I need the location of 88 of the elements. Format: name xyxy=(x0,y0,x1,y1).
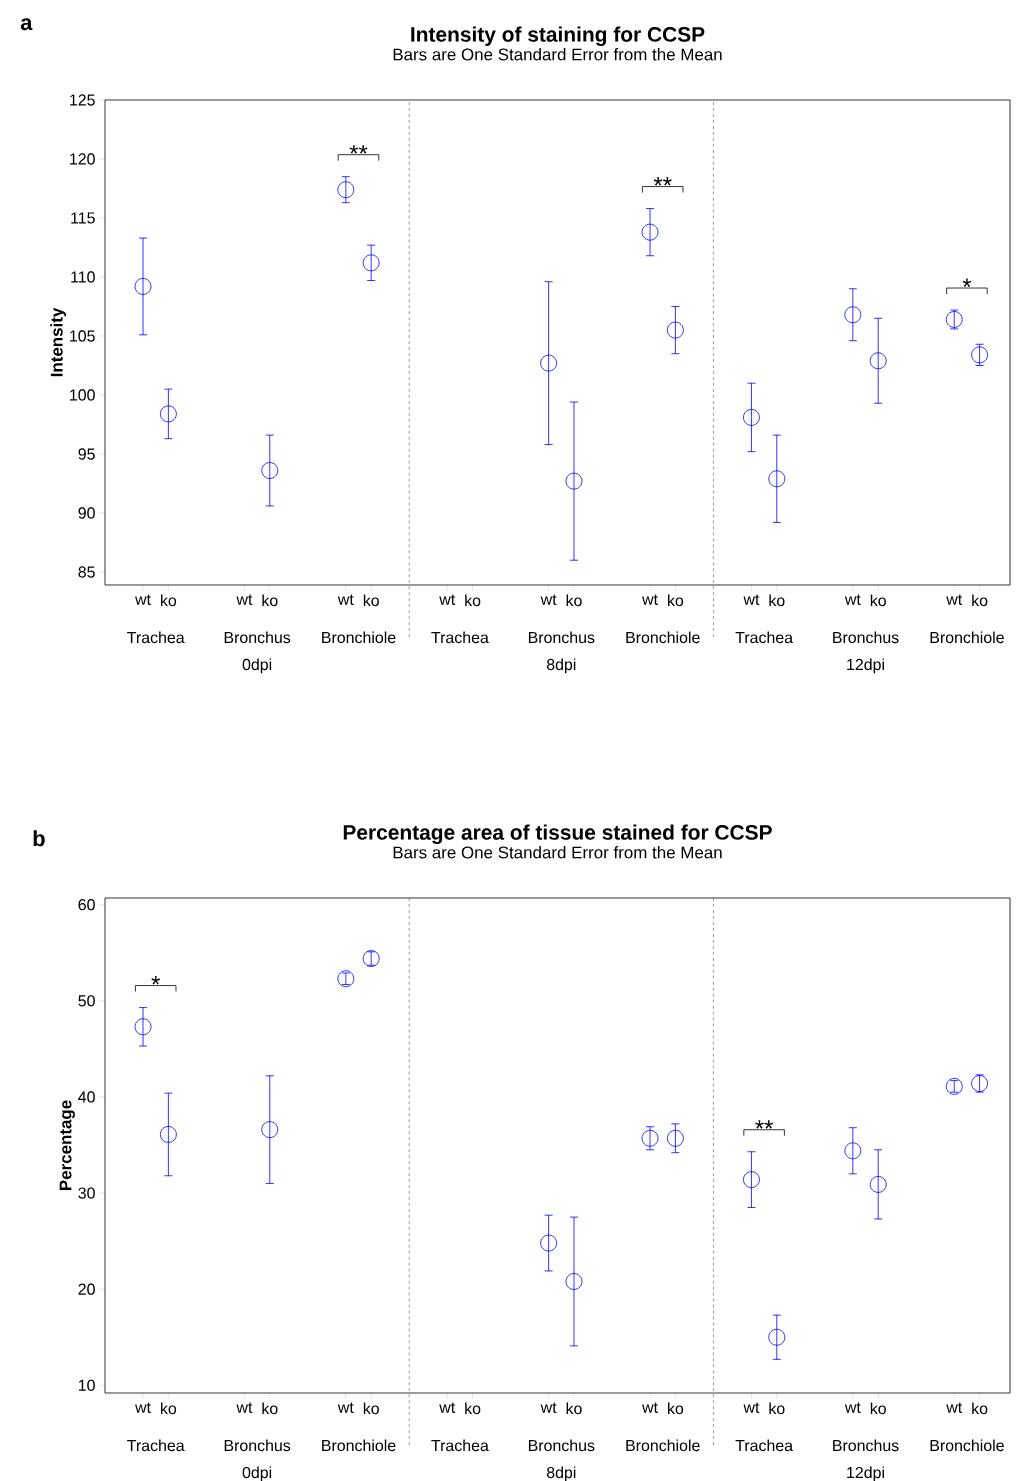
text: Bronchus xyxy=(528,631,595,644)
x-tick-label: wt xyxy=(337,1402,354,1413)
chart-subtitle: Bars are One Standard Error from the Mean xyxy=(393,846,722,859)
x-tick-label: wt xyxy=(236,1402,253,1413)
x-tick-label: ko xyxy=(161,594,177,607)
y-tick-label: 85 xyxy=(78,566,95,578)
text: Trachea xyxy=(431,631,489,644)
text: b xyxy=(33,830,45,847)
x-tick-label: ko xyxy=(769,594,785,607)
x-tick-label: ko xyxy=(769,1402,785,1415)
text: Bronchus xyxy=(528,1439,595,1452)
text: Bronchiole xyxy=(930,631,1004,644)
y-tick-label: 110 xyxy=(71,271,95,283)
y-axis-title: Intensity xyxy=(50,307,67,377)
y-tick-label: 105 xyxy=(70,330,95,342)
text: Trachea xyxy=(127,1439,185,1452)
x-tick-label: wt xyxy=(135,594,151,605)
x-tick-label: ko xyxy=(668,594,684,607)
text: 12dpi xyxy=(847,1466,884,1481)
x-tick-label: ko xyxy=(465,1402,481,1415)
x-tick-label: wt xyxy=(844,1402,861,1413)
y-tick-label: 50 xyxy=(78,995,95,1007)
text: Trachea xyxy=(735,631,794,644)
annotation: ** xyxy=(349,145,368,154)
x-tick-label: wt xyxy=(540,594,557,605)
x-tick-label: ko xyxy=(262,1402,278,1415)
y-tick-label: 95 xyxy=(78,448,95,460)
text: 0dpi xyxy=(242,658,272,674)
y-tick-label: 120 xyxy=(70,153,95,165)
x-tick-label: ko xyxy=(972,1402,988,1415)
annotation: * xyxy=(962,278,972,287)
text: Trachea xyxy=(431,1439,489,1452)
text: 0dpi xyxy=(242,1466,272,1481)
y-tick-label: 100 xyxy=(70,389,95,401)
text: 8dpi xyxy=(546,1466,576,1481)
x-tick-label: wt xyxy=(642,594,658,605)
x-tick-label: wt xyxy=(743,1402,760,1413)
x-tick-label: wt xyxy=(439,594,456,605)
text: Trachea xyxy=(735,1439,794,1452)
text: Bronchus xyxy=(833,631,899,644)
annotation: ** xyxy=(653,177,672,186)
x-tick-label: ko xyxy=(465,594,481,607)
x-tick-label: wt xyxy=(743,594,760,605)
y-tick-label: 30 xyxy=(78,1187,95,1199)
x-tick-label: wt xyxy=(337,594,354,605)
chart-subtitle: Bars are One Standard Error from the Mean xyxy=(393,48,722,61)
text: Bronchus xyxy=(833,1439,899,1452)
y-tick-label: 125 xyxy=(70,94,95,106)
text: Trachea xyxy=(127,631,185,644)
x-tick-label: wt xyxy=(540,1402,557,1413)
y-tick-label: 20 xyxy=(78,1283,95,1295)
x-tick-label: ko xyxy=(363,1402,379,1415)
x-tick-label: wt xyxy=(844,594,861,605)
text: Bronchiole xyxy=(322,1439,396,1452)
text: 12dpi xyxy=(847,658,884,674)
annotation: * xyxy=(151,976,160,985)
text: Bronchiole xyxy=(930,1439,1004,1452)
chart-title: Percentage area of tissue stained for CCSP xyxy=(343,824,772,845)
x-tick-label: ko xyxy=(566,594,582,607)
y-tick-label: 90 xyxy=(78,507,95,519)
text: Bronchiole xyxy=(626,1439,700,1452)
y-tick-label: 60 xyxy=(78,899,95,911)
x-tick-label: ko xyxy=(363,594,379,607)
text: Bronchus xyxy=(224,1439,291,1452)
x-tick-label: ko xyxy=(972,594,988,607)
y-tick-label: 115 xyxy=(71,212,95,224)
x-tick-label: wt xyxy=(946,1402,963,1413)
annotation: ** xyxy=(755,1120,774,1129)
x-tick-label: wt xyxy=(439,1402,456,1413)
y-axis-title: Percentage xyxy=(59,1100,75,1191)
x-tick-label: wt xyxy=(642,1402,658,1413)
y-tick-label: 10 xyxy=(78,1379,95,1391)
x-tick-label: ko xyxy=(161,1402,177,1415)
x-tick-label: ko xyxy=(870,594,886,607)
x-tick-label: ko xyxy=(668,1402,684,1415)
text: 8dpi xyxy=(546,658,576,674)
text: Bronchiole xyxy=(322,631,396,644)
x-tick-label: wt xyxy=(135,1402,151,1413)
text: Bronchus xyxy=(224,631,291,644)
x-tick-label: wt xyxy=(946,594,963,605)
x-tick-label: ko xyxy=(566,1402,582,1415)
x-tick-label: ko xyxy=(870,1402,886,1415)
x-tick-label: wt xyxy=(236,594,253,605)
x-tick-label: ko xyxy=(262,594,278,607)
text: a xyxy=(20,18,33,31)
text: Bronchiole xyxy=(626,631,700,644)
y-tick-label: 40 xyxy=(78,1091,95,1103)
chart-title: Intensity of staining for CCSP xyxy=(411,26,705,47)
